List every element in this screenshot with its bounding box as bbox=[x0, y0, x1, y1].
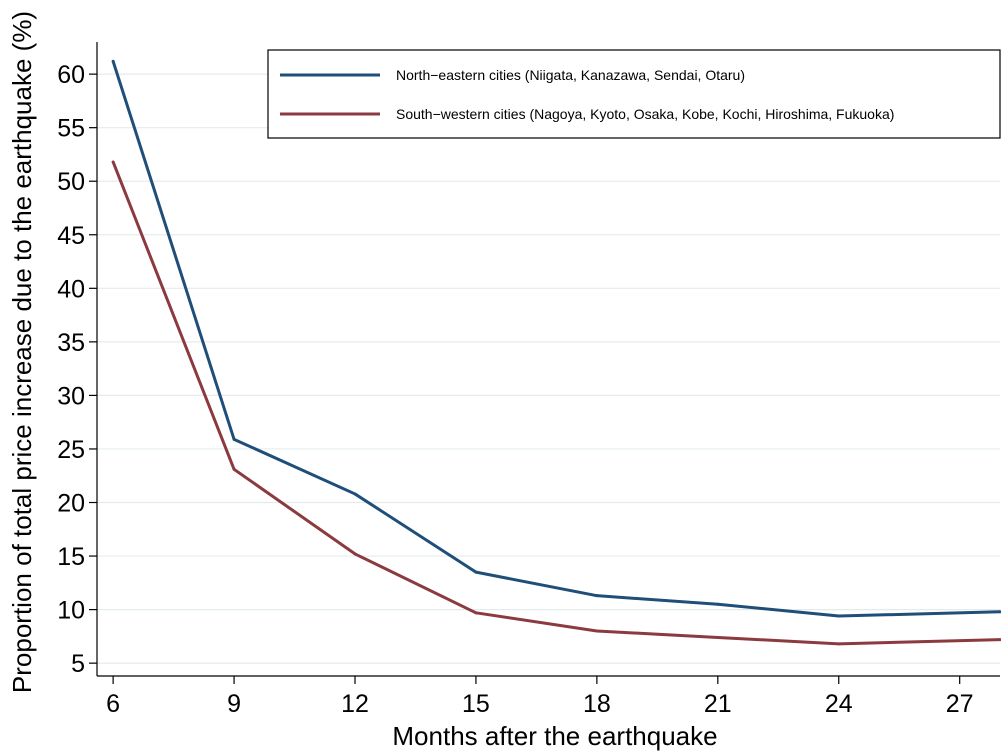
y-tick-label: 50 bbox=[57, 168, 85, 196]
legend-label-2: South−western cities (Nagoya, Kyoto, Osa… bbox=[396, 106, 894, 122]
data-point bbox=[837, 642, 841, 646]
y-tick-label: 20 bbox=[57, 490, 85, 518]
series-lines bbox=[111, 59, 1001, 646]
x-tick-label: 6 bbox=[106, 690, 120, 718]
y-tick-label: 40 bbox=[57, 275, 85, 303]
x-tick-label: 9 bbox=[227, 690, 241, 718]
data-point bbox=[837, 614, 841, 618]
data-point bbox=[353, 552, 357, 556]
legend-box bbox=[267, 49, 1001, 139]
y-axis-title: Proportion of total price increase due t… bbox=[7, 11, 37, 693]
data-point bbox=[595, 629, 599, 633]
x-tick-label: 15 bbox=[462, 690, 490, 718]
legend: North−eastern cities (Niigata, Kanazawa,… bbox=[267, 49, 1001, 139]
y-tick-label: 5 bbox=[71, 650, 85, 678]
series-line-2 bbox=[111, 161, 1001, 646]
data-point bbox=[232, 467, 236, 471]
y-tick-label: 60 bbox=[57, 61, 85, 89]
series-line-1 bbox=[111, 60, 1001, 618]
data-point bbox=[353, 492, 357, 496]
x-axis-title: Months after the earthquake bbox=[392, 721, 717, 751]
data-point bbox=[474, 611, 478, 615]
y-tick-label: 25 bbox=[57, 436, 85, 464]
data-point bbox=[111, 59, 115, 63]
y-tick-label: 30 bbox=[57, 382, 85, 410]
y-tick-label: 35 bbox=[57, 329, 85, 357]
data-point bbox=[595, 594, 599, 598]
x-tick-label: 18 bbox=[583, 690, 611, 718]
x-tick-label: 12 bbox=[341, 690, 369, 718]
data-point bbox=[232, 437, 236, 441]
grid-lines bbox=[97, 73, 1000, 664]
y-tick-label: 10 bbox=[57, 597, 85, 625]
x-tick-label: 27 bbox=[946, 690, 974, 718]
data-point bbox=[716, 602, 720, 606]
y-tick-label: 55 bbox=[57, 115, 85, 143]
data-point bbox=[474, 570, 478, 574]
x-tick-label: 24 bbox=[825, 690, 853, 718]
data-point bbox=[998, 610, 1001, 614]
data-point bbox=[716, 635, 720, 639]
axes: 5 10 15 20 25 30 35 40 45 50 55 60 6 9 12 15 18 21 24 27 bbox=[57, 42, 1000, 718]
y-tick-label: 15 bbox=[57, 543, 85, 571]
data-point bbox=[111, 160, 115, 164]
legend-label-1: North−eastern cities (Niigata, Kanazawa,… bbox=[396, 67, 745, 83]
x-tick-label: 21 bbox=[704, 690, 732, 718]
y-tick-label: 45 bbox=[57, 222, 85, 250]
data-point bbox=[998, 638, 1001, 642]
